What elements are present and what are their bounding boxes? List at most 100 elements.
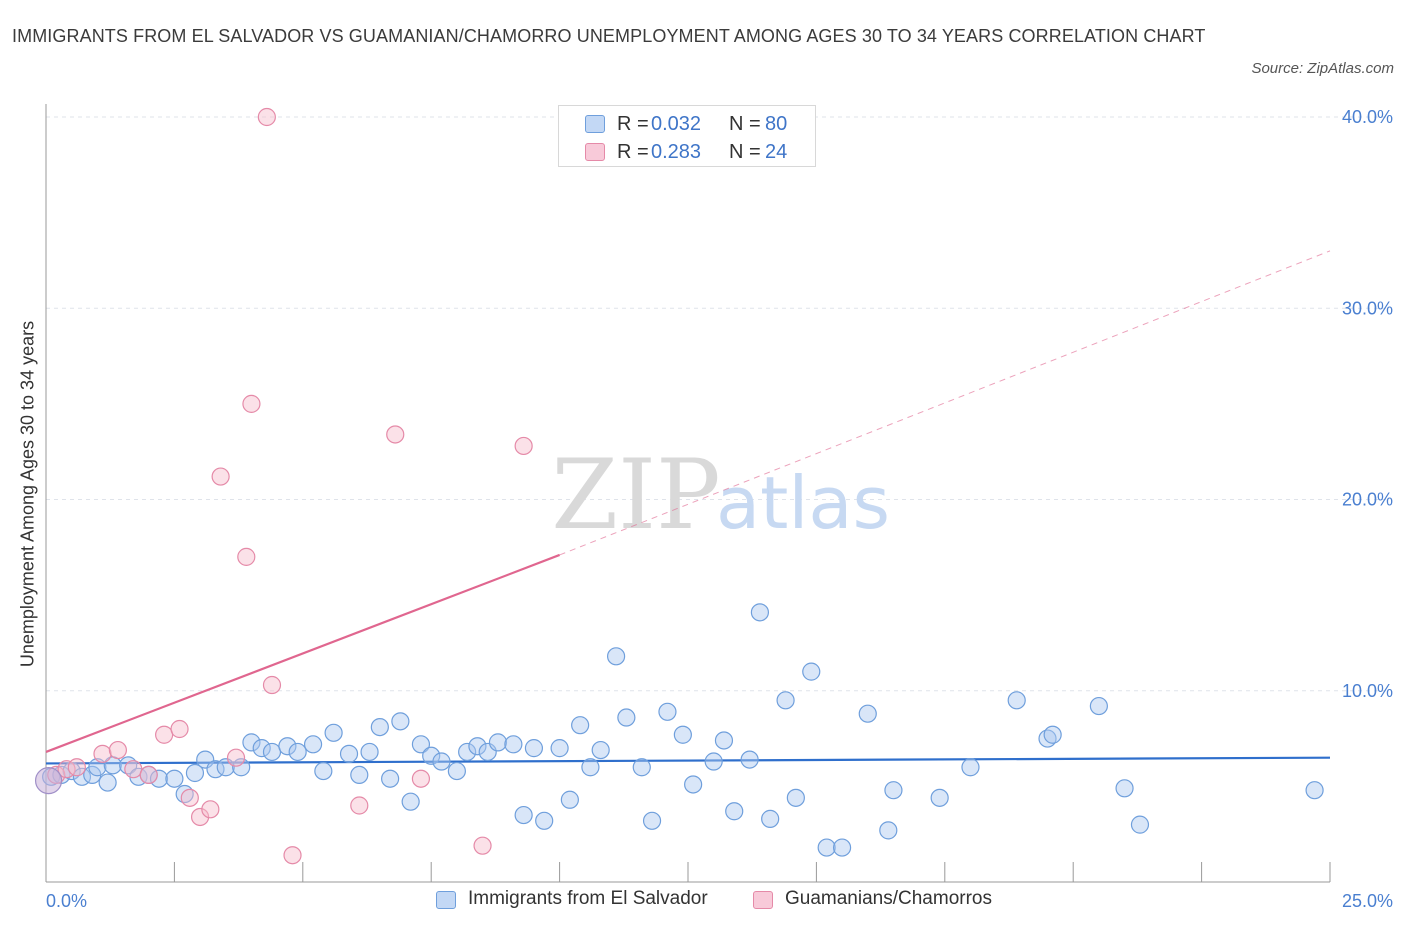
point-guamanian (262, 675, 282, 695)
legend-r-label: R = (617, 141, 649, 163)
legend-n-label: N = (729, 113, 761, 135)
point-el-salvador (858, 704, 877, 723)
point-el-salvador (232, 758, 251, 777)
scatter-points (34, 107, 1324, 865)
point-el-salvador (88, 758, 107, 777)
point-el-salvador (381, 769, 400, 788)
legend-n-value: 80 (765, 113, 788, 135)
point-el-salvador (560, 790, 579, 809)
y-tick-label: 20.0% (1342, 490, 1393, 510)
point-el-salvador (930, 788, 949, 807)
point-el-salvador (242, 733, 261, 752)
point-el-salvador (714, 731, 734, 750)
tick-labels: 10.0% 20.0% 30.0% 40.0% 0.0% 25.0% (46, 107, 1393, 911)
point-guamanian (411, 769, 431, 788)
point-guamanian (237, 547, 256, 566)
point-el-salvador (1043, 725, 1062, 744)
legend-swatch-pink (585, 143, 605, 161)
trend-line-guamanian-extension (559, 250, 1331, 556)
point-guamanian (283, 846, 302, 865)
watermark-zip: ZIP (551, 439, 720, 551)
point-el-salvador (1089, 696, 1108, 716)
point-guamanian (139, 765, 158, 785)
y-axis-label: Unemployment Among Ages 30 to 34 years (17, 320, 38, 668)
point-el-salvador (1130, 815, 1150, 834)
source-label: Source: ZipAtlas.com (1251, 60, 1394, 77)
legend-n-value: 24 (765, 141, 788, 163)
point-guamanian (350, 796, 369, 815)
trend-line-guamanian (45, 553, 560, 753)
point-el-salvador (879, 821, 898, 840)
point-el-salvador (961, 758, 980, 777)
chart-title: IMMIGRANTS FROM EL SALVADOR VS GUAMANIAN… (12, 26, 1206, 46)
point-el-salvador (725, 802, 744, 821)
legend-r-label: R = (617, 113, 649, 135)
point-el-salvador (832, 838, 852, 857)
series-legend: Immigrants from El Salvador Guamanians/C… (0, 888, 1406, 918)
point-el-salvador (1305, 781, 1324, 800)
legend-swatch-blue (436, 891, 456, 909)
point-el-salvador (447, 761, 466, 781)
point-el-salvador (370, 717, 389, 737)
legend-swatch-blue (585, 115, 605, 133)
point-el-salvador (550, 739, 569, 758)
point-guamanian (155, 725, 174, 744)
point-guamanian (226, 748, 246, 767)
point-el-salvador (802, 662, 821, 681)
point-el-salvador (606, 647, 626, 666)
point-el-salvador (458, 742, 477, 762)
point-el-salvador (776, 691, 795, 710)
point-el-salvador (324, 723, 343, 742)
point-el-salvador (1007, 691, 1026, 710)
point-el-salvador (581, 758, 600, 777)
point-el-salvador (149, 769, 169, 788)
point-el-salvador (673, 725, 692, 744)
trend-line-el-salvador (45, 756, 1331, 765)
point-el-salvador (98, 773, 117, 792)
point-el-salvador (591, 740, 610, 760)
point-guamanian (386, 425, 405, 444)
point-el-salvador (288, 742, 307, 762)
point-el-salvador (740, 750, 759, 769)
point-el-salvador (884, 781, 903, 800)
x-tick-label: 25.0% (1342, 891, 1393, 911)
point-guamanian (93, 744, 112, 763)
trend-lines (45, 250, 1331, 765)
point-el-salvador (632, 758, 651, 777)
y-tick-label: 10.0% (1342, 681, 1393, 701)
point-el-salvador (658, 702, 677, 721)
point-el-salvador (252, 739, 271, 758)
y-tick-label: 40.0% (1342, 107, 1393, 127)
point-el-salvador (571, 716, 590, 735)
point-guamanian (170, 719, 189, 739)
point-el-salvador (422, 746, 441, 765)
point-el-salvador (350, 765, 369, 785)
point-guamanian (108, 740, 128, 760)
point-el-salvador (391, 712, 410, 731)
legend-r-value: 0.032 (651, 113, 702, 135)
point-el-salvador (817, 838, 836, 857)
point-el-salvador (617, 708, 636, 727)
legend-label-guamanian: Guamanians/Chamorros (785, 888, 992, 909)
watermark-atlas: atlas (716, 461, 890, 545)
point-el-salvador (185, 763, 205, 783)
legend-n-label: N = (729, 141, 761, 163)
point-el-salvador (432, 752, 451, 771)
point-el-salvador (278, 737, 297, 756)
stats-legend: R = 0.032 N = 80 R = 0.283 N = 24 (558, 105, 816, 167)
point-guamanian (180, 788, 199, 807)
point-el-salvador (411, 735, 431, 754)
point-el-salvador (1115, 779, 1134, 798)
point-cluster-origin (34, 767, 63, 795)
point-el-salvador (642, 811, 662, 830)
point-el-salvador (535, 811, 554, 830)
axes (45, 104, 1331, 883)
point-guamanian (257, 107, 276, 127)
point-el-salvador (786, 788, 805, 807)
point-el-salvador (504, 735, 523, 754)
point-guamanian (67, 758, 86, 777)
point-el-salvador (684, 775, 703, 794)
legend-label-el-salvador: Immigrants from El Salvador (468, 888, 708, 909)
point-el-salvador (165, 769, 184, 788)
